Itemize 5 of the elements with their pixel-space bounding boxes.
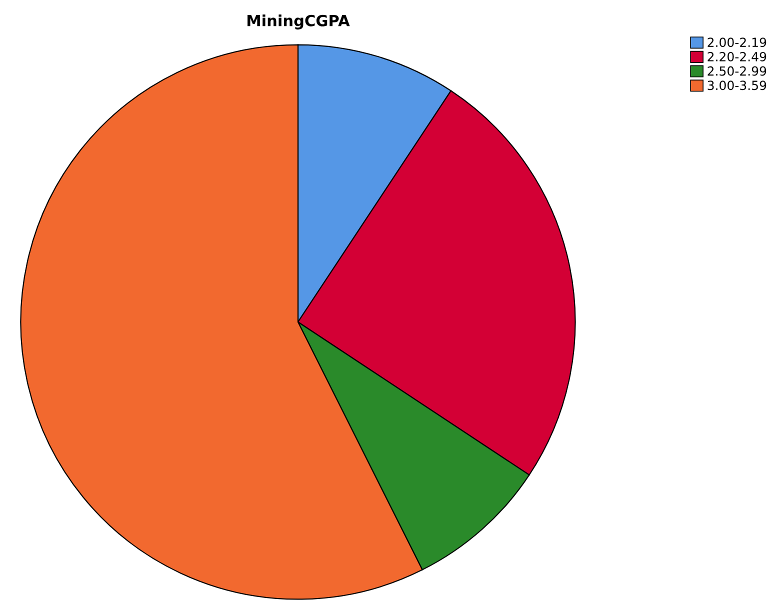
legend-label: 2.20-2.49 bbox=[708, 52, 766, 62]
legend-label: 2.00-2.19 bbox=[708, 38, 766, 48]
legend-label: 3.00-3.59 bbox=[708, 80, 766, 90]
chart-title: MiningCGPA bbox=[248, 14, 350, 30]
legend-label: 2.50-2.99 bbox=[708, 66, 766, 76]
